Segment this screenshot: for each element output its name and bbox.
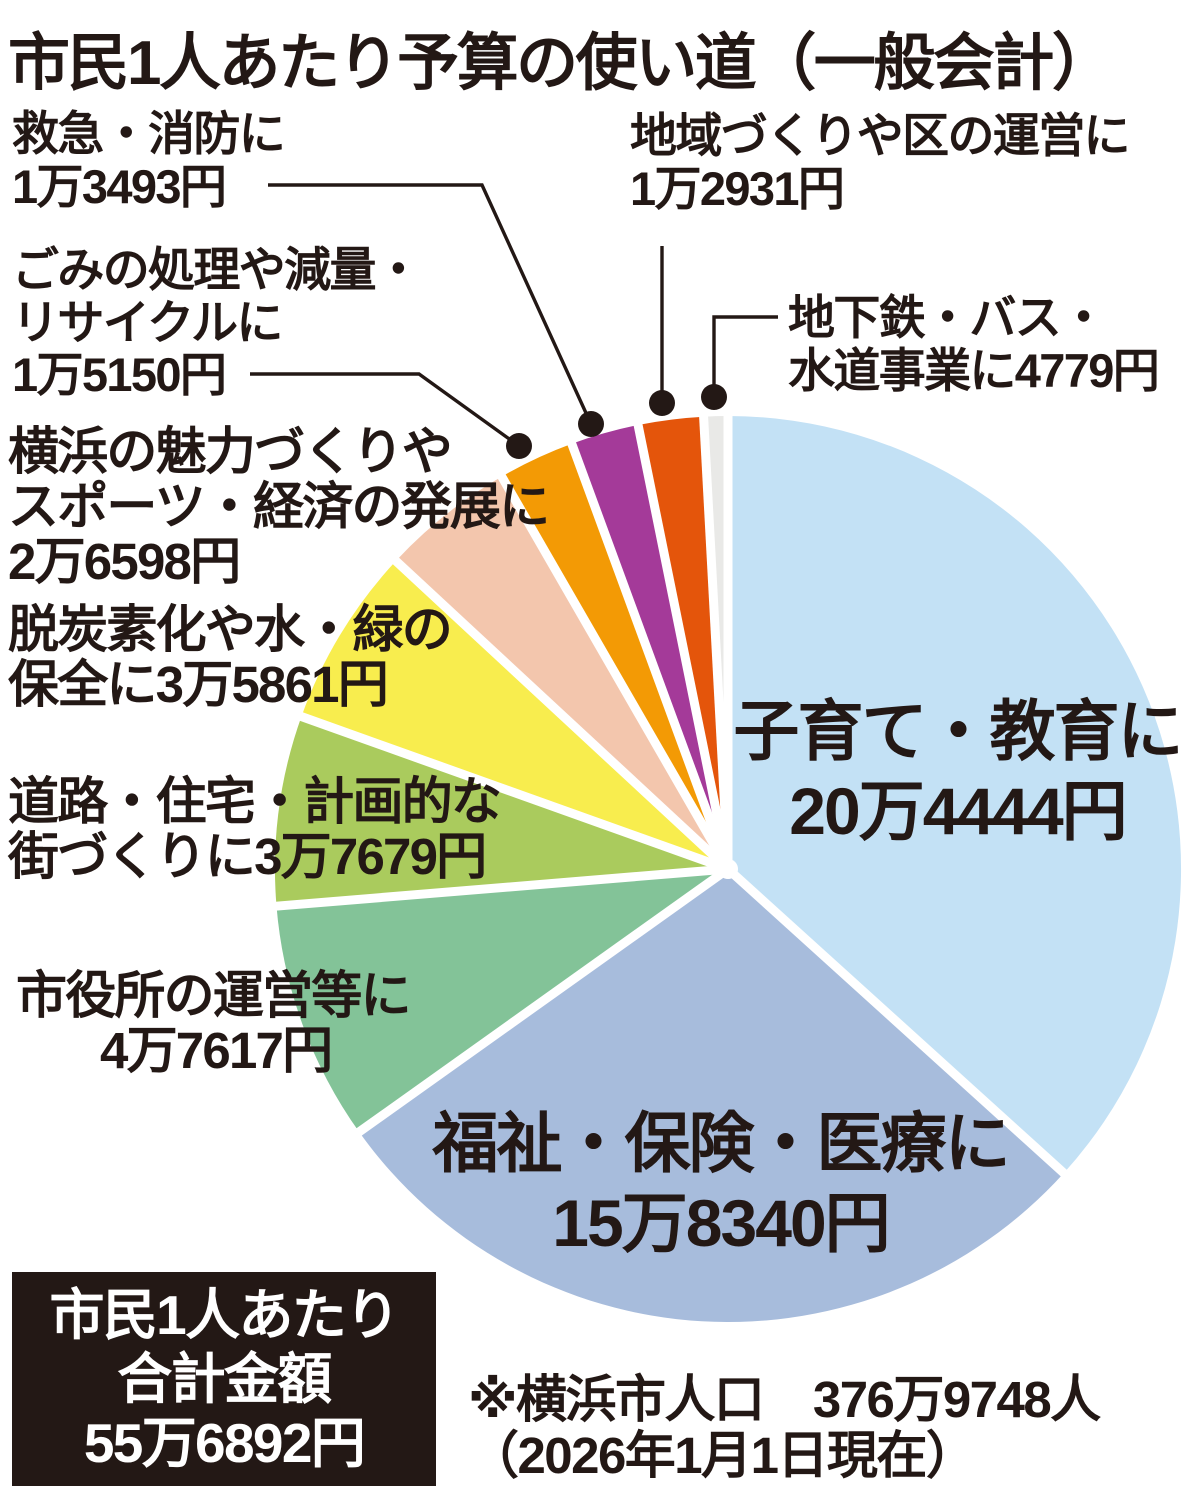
callout-emergency-amount: 1万3493円: [12, 159, 227, 213]
callout-garbage-label-1: ごみの処理や減量・: [12, 243, 422, 296]
slice-label-welfare-amount: 15万8340円: [552, 1185, 890, 1260]
callout-cityhall-amount: 4万7617円: [100, 1022, 333, 1080]
total-box-line-1: 市民1人あたり: [49, 1284, 400, 1346]
leader-dot-garbage: [506, 433, 532, 459]
leader-dot-community: [649, 390, 675, 416]
callout-subway-amount: 水道事業に4779円: [788, 343, 1160, 397]
callout-roads-amount: 街づくりに3万7679円: [8, 828, 487, 886]
callout-attraction: 横浜の魅力づくりや スポーツ・経済の発展に 2万6598円: [8, 423, 550, 591]
chart-title: 市民1人あたり予算の使い道（一般会計）: [8, 29, 1114, 98]
callout-subway: 地下鉄・バス・ 水道事業に4779円: [788, 291, 1160, 397]
callout-attraction-label-1: 横浜の魅力づくりや: [8, 423, 453, 480]
pie-slice-3: [276, 869, 728, 1132]
callout-cityhall-label: 市役所の運営等に: [16, 967, 412, 1024]
callout-garbage: ごみの処理や減量・ リサイクルに 1万5150円: [12, 243, 422, 402]
callout-garbage-amount: 1万5150円: [12, 348, 227, 402]
callout-emergency-label: 救急・消防に: [12, 107, 286, 160]
callout-subway-label: 地下鉄・バス・: [788, 291, 1107, 344]
slice-separator-3: [354, 865, 731, 1137]
callout-attraction-label-2: スポーツ・経済の発展に: [8, 478, 550, 536]
population-note: ※横浜市人口 376万9748人 （2026年1月1日現在）: [468, 1371, 1101, 1484]
total-box: 市民1人あたり 合計金額 55万6892円: [12, 1272, 436, 1486]
slice-separator-6: [391, 556, 732, 873]
total-box-line-2: 合計金額: [117, 1348, 332, 1410]
pie-slice-2: [359, 869, 1064, 1323]
leader-dot-subway: [701, 384, 727, 410]
slice-separator-7: [496, 472, 732, 872]
slice-separator-2: [724, 865, 1069, 1178]
callout-roads-label: 道路・住宅・計画的な: [8, 773, 502, 830]
callout-attraction-amount: 2万6598円: [8, 533, 241, 591]
callout-cityhall: 市役所の運営等に 4万7617円: [16, 967, 412, 1080]
callout-decarbon-amount: 保全に3万5861円: [8, 656, 389, 714]
slice-separator-10: [699, 414, 733, 870]
slice-separator-5: [297, 711, 730, 874]
pie-center: [718, 859, 738, 879]
callout-decarbon: 脱炭素化や水・緑の 保全に3万5861円: [8, 601, 453, 714]
total-box-amount: 55万6892円: [83, 1412, 366, 1474]
slice-separator-8: [566, 440, 733, 871]
callout-garbage-label-2: リサイクルに: [12, 295, 283, 349]
pie-slice-4: [274, 716, 728, 907]
pie-slice-6: [395, 476, 728, 869]
slice-label-welfare: 福祉・保険・医療に 15万8340円: [418, 1104, 1023, 1264]
slice-separator-9: [633, 422, 733, 870]
callout-community-label: 地域づくりや区の運営に: [630, 109, 1131, 162]
callout-decarbon-label: 脱炭素化や水・緑の: [8, 601, 453, 658]
population-note-line-1: ※横浜市人口 376万9748人: [468, 1371, 1101, 1428]
callout-community: 地域づくりや区の運営に 1万2931円: [630, 109, 1131, 215]
pie-slice-1: [728, 416, 1182, 1174]
slice-label-welfare-name: 福祉・保険・医療に: [432, 1106, 1010, 1180]
leader-dot-emergency: [578, 411, 604, 437]
pie-slice-5: [301, 561, 728, 869]
slice-label-childcare-name: 子育て・教育に: [733, 694, 1183, 768]
callout-roads: 道路・住宅・計画的な 街づくりに3万7679円: [8, 773, 502, 886]
callout-community-amount: 1万2931円: [630, 161, 845, 215]
slice-separator-4: [274, 864, 729, 911]
slice-label-childcare-amount: 20万4444円: [789, 773, 1127, 848]
population-note-line-2: （2026年1月1日現在）: [468, 1427, 977, 1484]
leader-line-garbage: [250, 372, 520, 448]
leader-line-emergency: [268, 183, 593, 425]
leader-line-subway: [712, 315, 778, 397]
callout-emergency: 救急・消防に 1万3493円: [12, 107, 286, 213]
slice-label-childcare: 子育て・教育に 20万4444円: [700, 692, 1200, 852]
